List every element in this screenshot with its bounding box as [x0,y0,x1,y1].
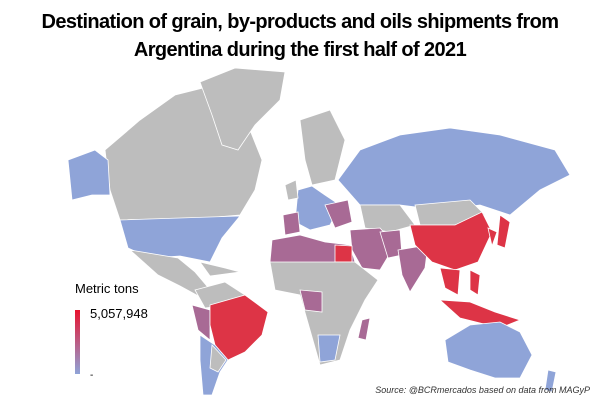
paraguay-argentina [209,344,227,373]
egypt [334,244,353,263]
brazil [209,294,269,361]
southeast-asia [439,267,461,296]
new-zealand [544,369,557,393]
indonesia [438,299,522,329]
caribbean [199,261,241,277]
greenland [199,67,286,151]
uk [284,179,299,201]
philippines [469,269,481,296]
southern-africa [317,334,341,363]
madagascar [357,317,371,341]
central-asia [359,204,416,233]
sub-saharan-africa [269,261,379,366]
legend-max-label: 5,057,948 [90,306,148,321]
legend-min-label: - [90,370,93,381]
legend-title: Metric tons [75,281,139,296]
title-line: Destination of grain, by-products and oi… [42,11,559,33]
source-note: Source: @BCRmercados based on data from … [375,385,590,395]
world-map [67,67,571,396]
japan [496,214,511,249]
eastern-europe [324,199,353,229]
korea [487,227,498,248]
scandinavia [299,109,346,186]
russia [337,127,571,216]
australia [444,321,533,379]
alaska [67,149,111,201]
usa [119,215,241,263]
central-africa [299,289,323,313]
iberia [282,211,301,236]
peru [191,304,211,341]
legend-color-bar [75,310,80,374]
title-line: Argentina during the first half of 2021 [134,39,467,61]
china [409,211,493,271]
